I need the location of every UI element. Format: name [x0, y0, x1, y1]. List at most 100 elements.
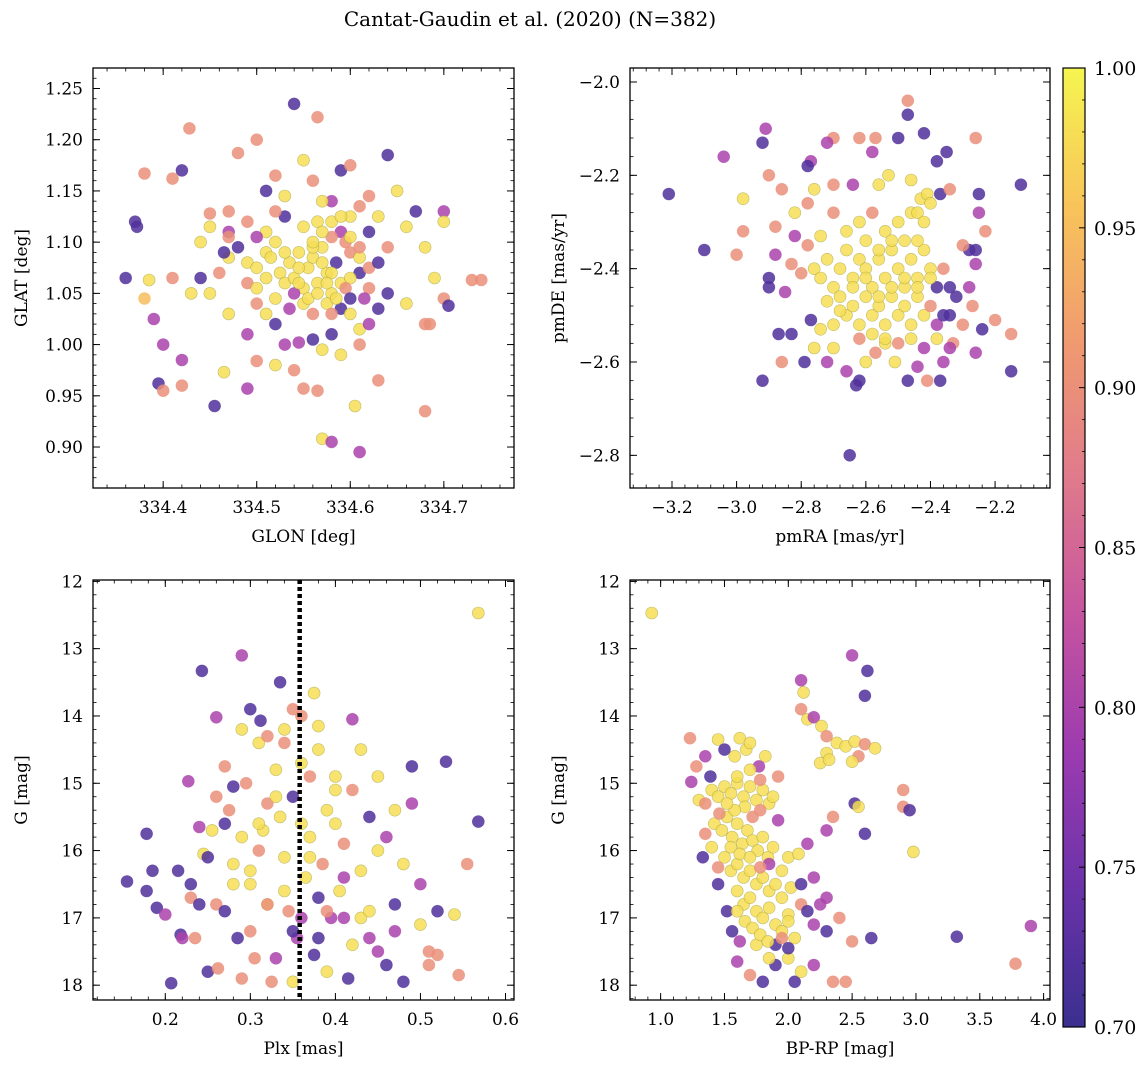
data-point	[804, 313, 818, 327]
data-point	[853, 332, 866, 346]
data-point	[227, 780, 240, 793]
data-point	[684, 775, 698, 789]
data-point	[337, 837, 351, 851]
y-axis-label: GLAT [deg]	[12, 229, 32, 327]
data-point	[801, 239, 815, 252]
data-point	[840, 243, 853, 257]
data-point	[859, 290, 873, 304]
data-point	[244, 864, 257, 878]
colorbar-tick-label: 0.95	[1094, 218, 1136, 240]
data-point	[859, 355, 873, 369]
data-point	[759, 122, 773, 135]
data-point	[222, 803, 236, 817]
data-point	[733, 935, 747, 948]
data-point	[758, 749, 772, 763]
y-axis-label: pmDE [mas/yr]	[549, 213, 569, 343]
data-point	[346, 783, 359, 797]
data-point	[371, 374, 385, 387]
data-point	[203, 220, 217, 234]
x-axis-label: GLON [deg]	[251, 527, 355, 547]
data-point	[203, 207, 217, 220]
data-point	[150, 901, 164, 915]
data-point	[846, 299, 860, 313]
data-point	[269, 292, 282, 305]
data-point	[176, 931, 189, 945]
x-tick-label: −2.8	[781, 498, 822, 518]
data-point	[645, 606, 659, 620]
x-tick-label: 0.3	[237, 1010, 264, 1030]
data-point	[380, 830, 393, 844]
data-point	[733, 731, 747, 745]
y-tick-label: 15	[598, 774, 620, 794]
data-point	[807, 871, 821, 884]
data-point	[827, 341, 840, 355]
data-point	[269, 169, 282, 182]
data-point	[1004, 327, 1018, 341]
data-point	[807, 710, 821, 724]
data-point	[917, 243, 931, 257]
data-point	[704, 770, 717, 783]
data-point	[282, 904, 295, 918]
data-point	[741, 824, 754, 837]
data-point	[269, 317, 282, 331]
data-point	[753, 773, 767, 787]
data-point	[820, 252, 834, 266]
data-point	[312, 719, 325, 733]
data-point	[846, 280, 860, 294]
data-point	[269, 790, 283, 804]
data-point	[762, 169, 776, 182]
x-tick-label: 334.5	[232, 498, 281, 518]
data-point	[354, 864, 368, 878]
data-point	[988, 313, 1002, 327]
data-point	[801, 159, 815, 173]
data-point	[743, 780, 757, 793]
data-point	[227, 857, 240, 871]
data-point	[235, 649, 249, 662]
data-point	[278, 246, 292, 259]
y-tick-label: −2.2	[579, 166, 620, 186]
data-point	[753, 803, 767, 817]
x-axis-label: pmRA [mas/yr]	[775, 527, 904, 547]
data-point	[872, 178, 886, 191]
data-point	[756, 911, 770, 925]
data-point	[753, 861, 767, 874]
points-group	[645, 606, 1038, 989]
data-point	[156, 384, 170, 398]
data-point	[956, 318, 970, 332]
data-point	[343, 271, 357, 285]
data-point	[195, 664, 209, 678]
data-point	[339, 281, 352, 295]
data-point	[231, 931, 244, 945]
data-point	[269, 358, 282, 372]
data-point	[898, 271, 911, 285]
data-point	[788, 229, 802, 243]
data-point	[354, 911, 368, 925]
data-point	[241, 327, 254, 341]
data-point	[250, 230, 264, 244]
data-point	[762, 901, 776, 915]
data-point	[949, 290, 963, 304]
data-point	[235, 830, 249, 844]
data-point	[201, 850, 215, 864]
data-point	[769, 220, 782, 233]
data-point	[898, 234, 911, 247]
data-point	[414, 918, 427, 931]
data-point	[353, 241, 366, 254]
data-point	[869, 131, 882, 145]
data-point	[717, 150, 731, 163]
data-point	[138, 292, 151, 305]
panel-pmra-pmde: −3.2 −3.0 −2.8 −2.6 −2.4 −2.2 −2.8 −2.6 −2.4 −2.2…	[549, 67, 1051, 547]
data-point	[388, 803, 402, 817]
data-point	[306, 174, 320, 187]
data-point	[354, 743, 368, 756]
data-point	[287, 363, 301, 377]
data-point	[943, 183, 957, 196]
data-point	[904, 318, 918, 332]
data-point	[820, 729, 833, 743]
data-point	[210, 710, 223, 724]
data-point	[297, 220, 310, 234]
y-tick-label: 1.05	[45, 284, 83, 304]
data-point	[814, 229, 827, 243]
data-point	[718, 850, 731, 864]
data-point	[292, 261, 306, 275]
